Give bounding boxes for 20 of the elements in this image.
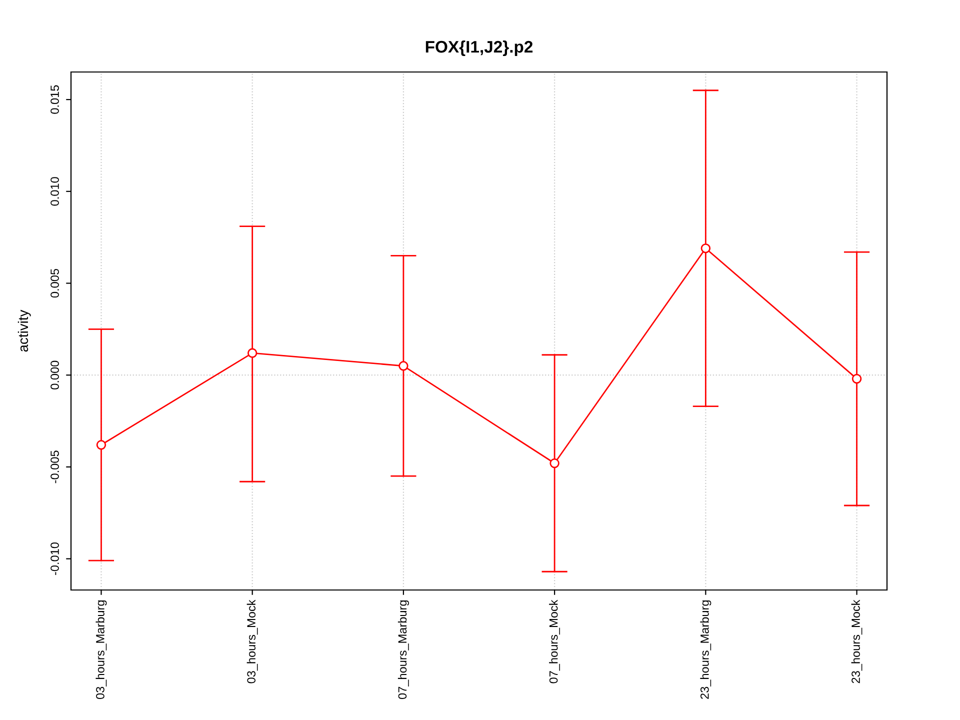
point <box>398 361 408 371</box>
x-tick-label: 07_hours_Marburg <box>398 600 409 700</box>
x-tick-label: 23_hours_Mock <box>851 600 862 684</box>
chart-title: FOX{I1,J2}.p2 <box>426 40 533 56</box>
x-tick-label: 07_hours_Mock <box>549 600 560 684</box>
y-tick-label: 0.000 <box>50 360 59 390</box>
point <box>852 374 862 384</box>
y-tick-label: 0.015 <box>50 85 59 114</box>
x-tick-label: 03_hours_Mock <box>246 600 258 684</box>
point <box>96 440 106 450</box>
y-tick-label: 0.010 <box>50 177 59 206</box>
y-tick-label: -0.010 <box>50 542 59 575</box>
point <box>550 458 560 468</box>
point <box>247 348 258 358</box>
y-tick-label: 0.005 <box>50 268 59 298</box>
x-tick-label: 03_hours_Marburg <box>96 600 107 700</box>
y-tick-label: -0.005 <box>50 450 59 484</box>
x-tick-label: 23_hours_Marburg <box>700 600 712 699</box>
point <box>700 243 711 254</box>
y-axis-title: activity <box>18 310 31 352</box>
